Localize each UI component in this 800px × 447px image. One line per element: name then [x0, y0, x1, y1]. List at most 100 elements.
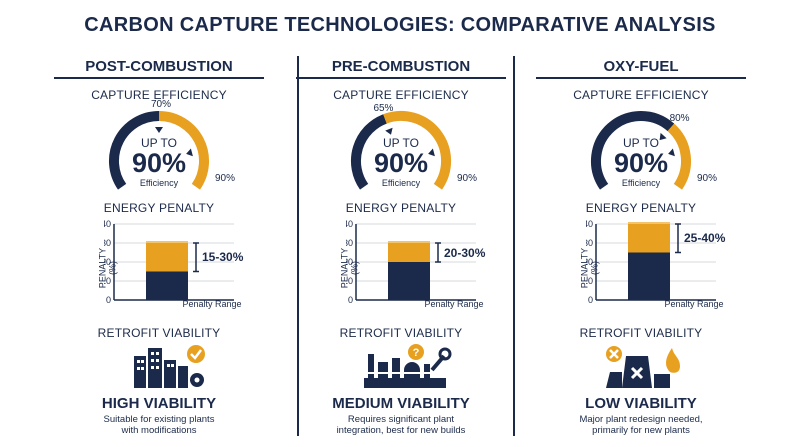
svg-text:?: ? — [413, 347, 420, 359]
gauge-up-to: UP TO — [140, 136, 178, 150]
gauge-value: 90% — [613, 148, 669, 178]
energy-penalty-heading: ENERGY PENALTY — [345, 201, 457, 215]
efficiency-gauge: UP TO 90% Efficiency 65% 90% — [316, 102, 486, 195]
efficiency-gauge: UP TO 90% Efficiency 80% 90% — [556, 105, 726, 195]
viability-description: Requires significant plant integration, … — [296, 414, 506, 436]
viability-rating: LOW VIABILITY — [585, 395, 697, 412]
y-tick-label: 0 — [106, 295, 111, 305]
y-tick-label: 30 — [104, 238, 111, 248]
technology-title: OXY-FUEL — [603, 58, 679, 75]
viability-description-line: primarily for new plants — [592, 425, 690, 436]
penalty-base-bar — [388, 262, 430, 300]
gauge-low-marker — [385, 127, 393, 135]
penalty-range-bar — [388, 243, 430, 262]
y-axis-label: PENALTY (%) — [579, 247, 600, 289]
title-underline — [536, 77, 746, 79]
title-underline — [296, 77, 506, 79]
x-category-label: Penalty Range — [424, 299, 484, 309]
viability-description-line: integration, best for new builds — [336, 425, 466, 436]
capture-efficiency-heading: CAPTURE EFFICIENCY — [91, 88, 227, 102]
y-tick-label: 20 — [586, 257, 593, 267]
y-tick-label: 40 — [104, 219, 111, 229]
penalty-range-label: 25-40% — [684, 231, 726, 246]
penalty-range-bar — [146, 243, 188, 272]
gauge-label: Efficiency — [139, 178, 179, 188]
gauge-up-to: UP TO — [382, 136, 420, 150]
gauge-arc — [108, 111, 210, 190]
title-underline — [54, 77, 264, 79]
cooling-tower-x-fire-icon — [586, 342, 696, 390]
penalty-base-bar — [628, 252, 670, 300]
gauge-high-marker — [668, 148, 675, 157]
factory-check-gear-icon — [104, 342, 214, 390]
x-category-label: Penalty Range — [664, 299, 724, 309]
column-divider — [513, 56, 515, 436]
viability-description-line: Major plant redesign needed, — [579, 414, 703, 425]
penalty-bar-cap — [388, 241, 430, 243]
y-tick-label: 20 — [346, 257, 353, 267]
gauge-high-marker — [428, 148, 435, 157]
viability-rating: MEDIUM VIABILITY — [332, 395, 470, 412]
technology-column-oxy-fuel: OXY-FUEL CAPTURE EFFICIENCY UP TO 90% Ef… — [516, 50, 766, 440]
penalty-chart-svg: 0 10 20 30 40 — [586, 219, 716, 305]
y-tick-label: 10 — [104, 276, 111, 286]
plant-question-wrench-icon: ? — [346, 342, 456, 390]
energy-penalty-heading: ENERGY PENALTY — [103, 201, 215, 215]
efficiency-gauge: UP TO 90% Efficiency 70% 90% — [74, 99, 244, 195]
gauge-low-marker — [659, 132, 667, 141]
y-tick-label: 0 — [588, 295, 593, 305]
gauge-low-label: 70% — [151, 99, 172, 110]
viability-description-line: with modifications — [121, 425, 197, 436]
penalty-base-bar — [146, 271, 188, 300]
capture-efficiency-heading: CAPTURE EFFICIENCY — [573, 88, 709, 102]
technology-column-post-combustion: POST-COMBUSTION CAPTURE EFFICIENCY UP TO… — [34, 50, 284, 440]
y-axis-label: PENALTY (%) — [339, 247, 360, 289]
gauge-label: Efficiency — [621, 178, 661, 188]
penalty-range-bar — [628, 224, 670, 253]
gauge-high-label: 90% — [457, 173, 478, 184]
gauge-low-label: 65% — [373, 102, 394, 114]
penalty-range-label: 20-30% — [444, 245, 486, 260]
energy-penalty-chart: 0 10 20 30 40 PENALTY (%) Penalty Range 20-3… — [340, 218, 526, 318]
retrofit-viability-heading: RETROFIT VIABILITY — [339, 326, 463, 340]
y-tick-label: 30 — [346, 238, 353, 248]
energy-penalty-chart: 0 10 20 30 40 PENALTY (%) Penalty Range 15-3… — [98, 218, 284, 318]
y-axis-label: PENALTY (%) — [97, 247, 118, 289]
technology-title: PRE-COMBUSTION — [331, 58, 471, 75]
viability-description-line: Requires significant plant — [347, 414, 455, 425]
viability-description: Major plant redesign needed, primarily f… — [536, 414, 746, 436]
penalty-range-label: 15-30% — [202, 250, 244, 265]
retrofit-viability-heading: RETROFIT VIABILITY — [579, 326, 703, 340]
gauge-value: 90% — [131, 148, 187, 178]
penalty-chart-svg: 0 10 20 30 40 — [104, 219, 234, 305]
gauge-high-marker — [186, 148, 193, 157]
penalty-bar-cap — [628, 222, 670, 224]
penalty-bar-cap — [146, 241, 188, 243]
y-tick-label: 40 — [346, 219, 353, 229]
gauge-low-label: 80% — [669, 112, 690, 124]
viability-description: Suitable for existing plants with modifi… — [54, 414, 264, 436]
energy-penalty-heading: ENERGY PENALTY — [585, 201, 697, 215]
gauge-low-marker — [155, 127, 163, 133]
column-divider — [297, 56, 299, 436]
gauge-up-to: UP TO — [622, 136, 660, 150]
penalty-chart-svg: 0 10 20 30 40 — [346, 219, 476, 305]
y-tick-label: 10 — [586, 276, 593, 286]
gauge-high-label: 90% — [215, 173, 236, 184]
gauge-arc — [350, 110, 452, 190]
capture-efficiency-heading: CAPTURE EFFICIENCY — [333, 88, 469, 102]
technology-title: POST-COMBUSTION — [85, 58, 233, 75]
retrofit-viability-heading: RETROFIT VIABILITY — [97, 326, 221, 340]
y-tick-label: 20 — [104, 257, 111, 267]
y-tick-label: 30 — [586, 238, 593, 248]
y-tick-label: 10 — [346, 276, 353, 286]
y-tick-label: 0 — [348, 295, 353, 305]
gauge-value: 90% — [373, 148, 429, 178]
gauge-label: Efficiency — [381, 178, 421, 188]
x-category-label: Penalty Range — [182, 299, 242, 309]
y-tick-label: 40 — [586, 219, 593, 229]
technology-column-pre-combustion: PRE-COMBUSTION CAPTURE EFFICIENCY UP TO … — [276, 50, 526, 440]
gauge-high-label: 90% — [697, 173, 718, 184]
viability-description-line: Suitable for existing plants — [103, 414, 215, 425]
energy-penalty-chart: 0 10 20 30 40 PENALTY (%) Penalty Range 25-4… — [580, 218, 766, 318]
